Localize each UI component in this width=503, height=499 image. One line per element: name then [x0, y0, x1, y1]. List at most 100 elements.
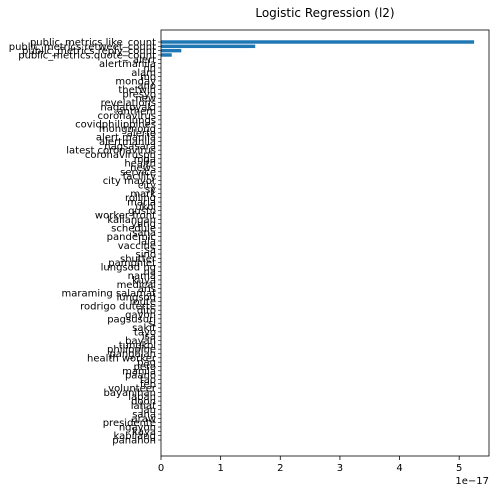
y-tick-label-22: alert manila: [96, 133, 156, 144]
y-tick-label-91: kabilang: [114, 431, 156, 442]
y-tick-label-41: kailangan: [107, 215, 156, 226]
y-tick-label-19: covidphilippines: [75, 120, 156, 131]
y-tick-label-84: lahat: [131, 401, 156, 412]
y-tick-label-5: alertmanila: [99, 59, 156, 70]
x-tick-label-5: 5: [456, 463, 462, 474]
y-tick-label-85: jan: [140, 405, 156, 416]
y-tick-label-7: alam: [131, 68, 156, 79]
x-axis-scale-label: 1e−17: [455, 476, 489, 487]
y-tick-label-83: doon: [131, 397, 156, 408]
y-tick-label-44: sana: [132, 228, 156, 239]
y-tick-label-61: rodrigo duterte: [80, 301, 156, 312]
y-tick-label-82: laban: [128, 392, 156, 403]
y-tick-label-66: sakit: [132, 323, 156, 334]
y-tick-label-16: anthem: [117, 107, 156, 118]
y-tick-label-60: route: [130, 297, 156, 308]
y-tick-label-43: schedule: [111, 224, 156, 235]
y-tick-label-76: manila: [122, 366, 156, 377]
y-tick-label-65: si: [148, 319, 156, 330]
x-tick-label-4: 4: [396, 463, 402, 474]
y-tick-label-46: lala: [138, 237, 156, 248]
x-tick-label-2: 2: [277, 463, 283, 474]
y-tick-label-75: pero: [133, 362, 156, 373]
y-tick-label-53: na: [144, 267, 156, 278]
y-tick-label-80: volunteer: [108, 384, 157, 395]
y-tick-label-57: aris: [138, 284, 156, 295]
x-tick-label-0: 0: [158, 463, 164, 474]
y-tick-label-9: monday: [115, 76, 156, 87]
y-tick-label-63: gayon: [125, 310, 156, 321]
y-tick-label-67: tayo: [134, 327, 156, 338]
y-tick-label-54: nama: [128, 271, 156, 282]
y-tick-label-42: yung: [131, 219, 156, 230]
y-tick-label-62: dito: [137, 306, 156, 317]
y-tick-label-59: lungsod: [117, 293, 156, 304]
y-tick-label-31: facility: [123, 172, 156, 183]
y-tick-label-45: pandemic: [107, 232, 156, 243]
y-tick-label-27: mga: [134, 154, 156, 165]
y-tick-label-3: public_metrics.quote_count: [18, 50, 156, 61]
y-tick-label-74: pag: [137, 358, 156, 369]
y-tick-label-37: maria: [127, 198, 156, 209]
bar-3: [161, 53, 172, 57]
y-tick-label-70: tungkol: [119, 340, 156, 351]
y-tick-label-87: araw: [131, 414, 156, 425]
y-tick-label-10: ano: [137, 81, 156, 92]
y-tick-label-90: kaya: [132, 427, 156, 438]
y-tick-label-56: medical: [117, 280, 156, 291]
chart-title: Logistic Regression (l2): [255, 6, 394, 20]
y-tick-label-4: alert: [133, 55, 156, 66]
y-tick-label-88: presidente: [103, 418, 156, 429]
y-tick-label-29: news: [130, 163, 156, 174]
bar-2: [161, 48, 182, 53]
y-tick-label-33: city: [138, 180, 156, 191]
y-tick-label-35: mark: [130, 189, 156, 200]
y-tick-label-78: tao: [140, 375, 156, 386]
y-tick-label-73: health worker: [87, 353, 157, 364]
y-tick-label-13: new: [135, 94, 156, 105]
y-tick-label-30: service: [120, 167, 156, 178]
y-tick-label-64: pagsusuri: [107, 314, 156, 325]
y-tick-labels: public_metrics.like_countpublic_metrics.…: [9, 38, 161, 447]
y-tick-label-40: worker front: [95, 211, 156, 222]
y-tick-label-28: health: [124, 159, 156, 170]
y-tick-label-89: ngayon: [119, 423, 156, 434]
y-tick-label-34: sy: [145, 185, 156, 196]
x-tick-label-1: 1: [217, 463, 223, 474]
y-tick-label-49: sino: [136, 249, 156, 260]
y-tick-label-69: bayan: [125, 336, 156, 347]
y-tick-label-20: mongmong: [99, 124, 156, 135]
y-tick-label-77: paano: [125, 371, 156, 382]
y-tick-label-26: coronavirusph: [85, 150, 156, 161]
y-tick-label-32: city mayor: [103, 176, 157, 187]
y-tick-label-15: nagatoyaki: [100, 102, 156, 113]
y-tick-label-17: coronavirus: [98, 111, 156, 122]
y-tick-label-72: pangalan: [109, 349, 156, 360]
y-tick-label-92: panahon: [112, 436, 156, 447]
y-tick-label-58: maraming salamat: [61, 288, 156, 299]
y-tick-label-2: public_metrics.reply_count: [22, 46, 156, 57]
y-tick-label-79: feb: [140, 379, 156, 390]
y-tick-label-14: revelations: [101, 98, 156, 109]
plot-frame: [160, 29, 490, 457]
y-tick-label-39: gusto: [128, 206, 156, 217]
y-tick-label-68: isa: [142, 332, 156, 343]
bar-1: [161, 44, 256, 49]
y-tick-label-24: nagsasara: [104, 141, 156, 152]
y-tick-label-1: public_metrics.retweet_count: [9, 42, 156, 53]
bars-group: [161, 40, 475, 57]
y-tick-label-23: alertmanila: [99, 137, 156, 148]
y-tick-label-81: bayanihan: [104, 388, 156, 399]
y-tick-label-8: mo: [140, 72, 156, 83]
y-tick-label-21: alerto: [127, 128, 156, 139]
y-tick-label-11: thetwin: [118, 85, 156, 96]
y-tick-label-55: kuya: [132, 275, 156, 286]
y-tick-label-6: nh: [143, 63, 156, 74]
y-tick-label-25: latest coronavirus: [66, 146, 156, 157]
x-tick-label-3: 3: [337, 463, 343, 474]
y-tick-label-71: philippine: [107, 345, 156, 356]
y-tick-label-51: pamphlet: [108, 258, 156, 269]
y-tick-label-12: presyo: [122, 89, 156, 100]
